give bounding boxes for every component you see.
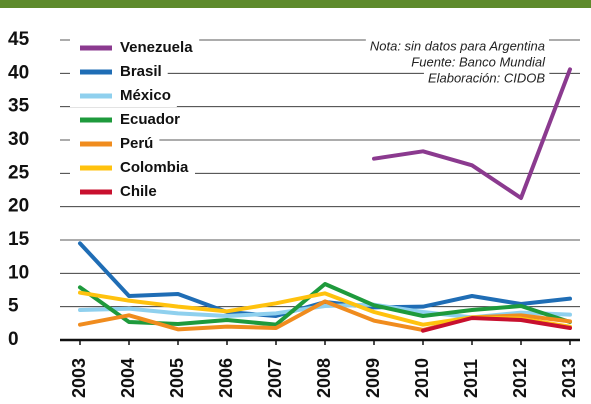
legend-background — [70, 157, 195, 179]
legend-label: Chile — [120, 183, 157, 200]
x-tick-label: 2007 — [265, 358, 285, 398]
x-tick-label: 2011 — [461, 359, 481, 398]
legend-background — [70, 61, 168, 83]
x-tick-label: 2005 — [167, 358, 187, 398]
y-tick-label: 45 — [8, 29, 30, 50]
y-tick-label: 40 — [8, 62, 29, 83]
legend-background — [70, 181, 163, 203]
legend-background — [70, 133, 160, 155]
annotation: Fuente: Banco Mundial — [411, 54, 546, 69]
text-background — [365, 37, 549, 55]
series-line — [421, 316, 572, 333]
y-tick-label: 5 — [8, 296, 19, 317]
text-background — [407, 53, 551, 71]
legend-background — [70, 109, 187, 131]
x-tick-label: 2008 — [314, 358, 334, 398]
y-tick-label: 15 — [8, 229, 30, 250]
legend-background — [70, 37, 200, 59]
x-tick-label: 2013 — [559, 358, 579, 398]
y-tick-label: 0 — [8, 329, 19, 350]
annotation: Nota: sin datos para Argentina — [370, 38, 545, 53]
x-tick-label: 2003 — [69, 358, 89, 398]
x-tick-label: 2004 — [118, 358, 138, 398]
y-tick-label: 20 — [8, 196, 29, 217]
legend-label: México — [120, 87, 171, 104]
x-tick-label: 2012 — [510, 358, 530, 398]
legend-background — [70, 85, 177, 107]
x-tick-label: 2006 — [216, 358, 236, 398]
top-bar — [0, 0, 591, 8]
x-tick-label: 2010 — [412, 358, 432, 398]
x-tick-label: 2009 — [363, 358, 383, 398]
legend-label: Colombia — [120, 159, 189, 176]
y-tick-label: 25 — [8, 162, 30, 183]
y-tick-label: 35 — [8, 96, 30, 117]
legend-label: Brasil — [120, 63, 162, 80]
legend-label: Venezuela — [120, 39, 193, 56]
annotation: Elaboración: CIDOB — [428, 70, 545, 85]
legend-label: Ecuador — [120, 111, 180, 128]
y-tick-label: 10 — [8, 262, 29, 283]
y-tick-label: 30 — [8, 129, 29, 150]
text-background — [423, 69, 550, 87]
legend-label: Perú — [120, 135, 153, 152]
series-line — [372, 67, 572, 200]
